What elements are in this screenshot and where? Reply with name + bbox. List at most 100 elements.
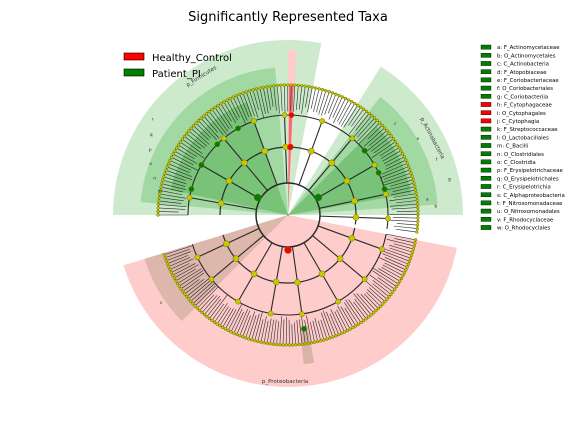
leaf-node: [183, 292, 187, 296]
branch: [305, 86, 310, 108]
branch: [364, 279, 388, 300]
leaf-node: [300, 84, 304, 88]
branch: [232, 96, 246, 124]
leaf-node: [395, 143, 399, 147]
patient-enriched-node: [381, 186, 388, 192]
branch: [385, 159, 406, 170]
branch: [194, 285, 216, 307]
leaf-node: [401, 273, 405, 278]
leaf-node: [180, 137, 185, 141]
branch: [164, 245, 193, 256]
branch: [158, 200, 182, 204]
taxa-key-swatch: [480, 44, 492, 50]
leaf-node: [210, 318, 214, 323]
leaf-node: [179, 287, 183, 291]
branch: [164, 173, 186, 181]
leaf-node: [415, 198, 419, 203]
leaf-node: [282, 83, 286, 87]
branch: [327, 94, 337, 114]
clade-letter: s: [160, 301, 163, 306]
leaf-node: [310, 85, 314, 89]
leaf-node: [256, 339, 260, 344]
branch: [190, 281, 213, 302]
branch: [310, 321, 315, 343]
leaf-node: [391, 137, 396, 141]
leaf-node: [356, 103, 360, 107]
taxa-key-swatch: [480, 102, 492, 107]
branch: [167, 255, 189, 264]
leaf-node: [176, 143, 181, 147]
clade-firmicutes-inner: [140, 67, 288, 215]
firmicutes-root-node: [253, 193, 262, 202]
leaf-node: [387, 295, 391, 299]
phylum-node: [328, 159, 335, 167]
tree-nodes: [156, 83, 420, 347]
leaf-node: [247, 337, 251, 341]
branch: [320, 312, 331, 339]
branch: [366, 289, 383, 305]
leaf-node: [382, 126, 387, 130]
leaf-node: [174, 146, 179, 150]
branch: [352, 115, 373, 139]
taxa-key-swatch: [480, 159, 492, 165]
phylum-node: [272, 278, 280, 286]
branch: [301, 86, 306, 114]
leaf-node: [250, 338, 254, 342]
leaf-node: [415, 223, 420, 227]
branch: [198, 120, 217, 140]
phylum-node: [223, 240, 230, 247]
clade-letter: f: [436, 157, 438, 163]
branch: [182, 138, 203, 154]
leaf-node: [397, 146, 401, 150]
branch: [203, 115, 218, 133]
leaf-node: [364, 109, 369, 113]
leaf-node: [164, 259, 168, 263]
leaf-node: [175, 281, 180, 286]
taxa-key-swatch: [480, 118, 492, 124]
branch: [345, 299, 362, 323]
branch: [168, 163, 190, 174]
leaf-node: [378, 304, 383, 308]
leaf-node: [181, 289, 185, 294]
leaf-node: [296, 83, 300, 88]
branch: [293, 85, 296, 112]
leaf-node: [354, 324, 358, 328]
branch: [259, 88, 266, 114]
branch: [348, 107, 361, 126]
branch: [160, 190, 183, 196]
leaf-node: [385, 297, 389, 301]
leaf-node: [156, 206, 160, 210]
leaf-node: [213, 105, 217, 110]
leaf-node: [281, 343, 285, 347]
taxa-key-swatch: [480, 167, 492, 173]
taxa-key-label: r: C_Erysipelotrichia: [497, 185, 551, 191]
leaf-node: [156, 213, 160, 217]
branch: [390, 179, 414, 187]
branch: [254, 311, 263, 341]
branch: [184, 279, 204, 295]
branch: [225, 309, 237, 330]
leaf-node: [416, 219, 420, 224]
leaf-node: [220, 325, 225, 330]
legend: Healthy_Control Patient_PI: [123, 52, 232, 80]
leaf-node: [372, 116, 377, 120]
branch: [344, 302, 359, 325]
leaf-node: [412, 244, 416, 248]
branch: [269, 86, 274, 107]
proteobacteria-root-node: [284, 246, 292, 254]
leaf-node: [261, 85, 265, 90]
leaf-node: [157, 195, 161, 200]
clade-letter: q: [150, 133, 153, 138]
branch: [358, 122, 380, 144]
taxa-key-swatch: [480, 151, 492, 157]
leaf-node: [187, 129, 191, 133]
branch: [382, 264, 404, 276]
leaf-node: [232, 331, 236, 335]
class-node: [379, 246, 385, 253]
taxa-key-swatch: [480, 53, 492, 58]
leaf-node: [404, 268, 408, 272]
branch: [242, 92, 252, 117]
branch: [171, 157, 199, 171]
branch: [382, 162, 408, 175]
